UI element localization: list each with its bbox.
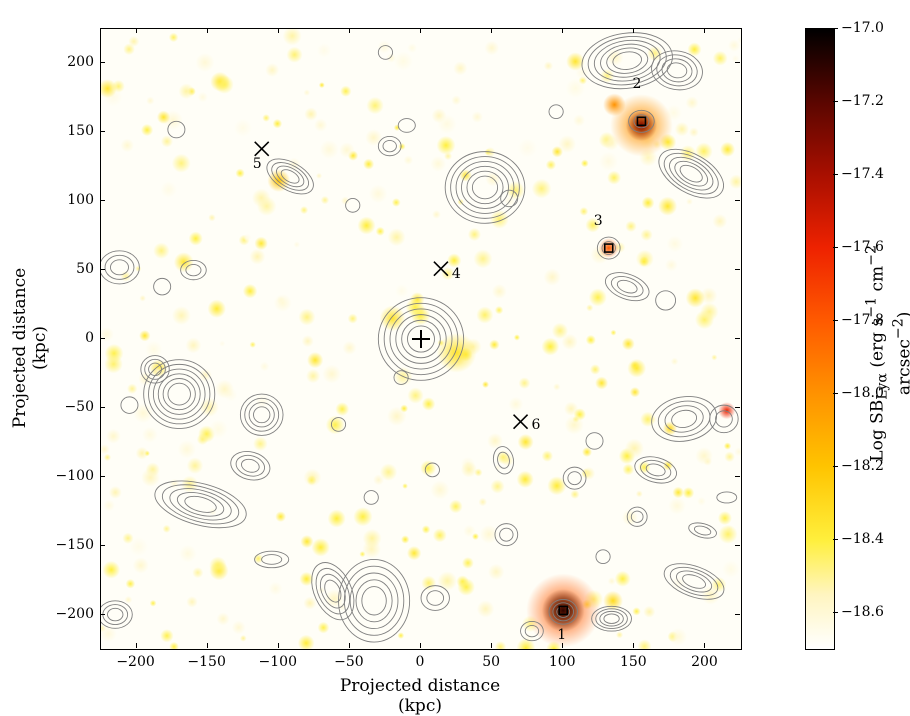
tick: [833, 28, 838, 29]
tick: [278, 643, 279, 648]
tick: [491, 28, 492, 33]
tick-label: 100: [537, 654, 587, 670]
tick: [100, 269, 105, 270]
tick: [735, 545, 740, 546]
tick-label: 0: [395, 654, 445, 670]
marker-label-m5: 5: [253, 156, 262, 172]
tick: [833, 466, 838, 467]
marker-label-m1: 1: [557, 627, 566, 643]
tick-label: 0: [85, 330, 94, 346]
tick-label: −150: [182, 654, 232, 670]
tick: [100, 545, 105, 546]
plot-area: [100, 28, 742, 650]
tick: [491, 643, 492, 648]
tick: [735, 200, 740, 201]
tick-label: −50: [64, 399, 94, 415]
marker-layer: [101, 29, 741, 649]
tick-label: 50: [76, 261, 94, 277]
tick: [704, 643, 705, 648]
tick: [100, 338, 105, 339]
tick-label: −18.0: [841, 385, 884, 401]
tick: [735, 476, 740, 477]
tick-label: 150: [608, 654, 658, 670]
tick: [633, 643, 634, 648]
tick-label: −17.2: [841, 93, 884, 109]
tick: [349, 28, 350, 33]
tick-label: −18.6: [841, 604, 884, 620]
tick: [735, 407, 740, 408]
tick: [562, 28, 563, 33]
tick-label: −200: [56, 606, 94, 622]
tick: [100, 131, 105, 132]
tick: [735, 269, 740, 270]
tick: [100, 614, 105, 615]
tick: [562, 643, 563, 648]
tick-label: −150: [56, 537, 94, 553]
tick: [136, 643, 137, 648]
tick: [735, 614, 740, 615]
tick: [704, 28, 705, 33]
tick: [833, 101, 838, 102]
tick-label: −18.4: [841, 531, 884, 547]
tick: [833, 174, 838, 175]
tick-label: −17.8: [841, 312, 884, 328]
tick: [207, 643, 208, 648]
tick: [278, 28, 279, 33]
tick: [735, 131, 740, 132]
tick: [100, 476, 105, 477]
tick-label: 200: [679, 654, 729, 670]
tick: [207, 28, 208, 33]
tick-label: −18.2: [841, 458, 884, 474]
marker-label-m3: 3: [594, 213, 603, 229]
tick: [420, 643, 421, 648]
tick: [833, 393, 838, 394]
tick-label: −17.4: [841, 166, 884, 182]
tick-label: 200: [67, 54, 94, 70]
tick-label: −200: [111, 654, 161, 670]
tick: [833, 320, 838, 321]
tick: [833, 247, 838, 248]
tick: [100, 407, 105, 408]
tick: [100, 62, 105, 63]
tick: [735, 338, 740, 339]
marker-label-m2: 2: [632, 76, 641, 92]
tick: [349, 643, 350, 648]
tick: [136, 28, 137, 33]
tick-label: 150: [67, 123, 94, 139]
tick-label: −17.6: [841, 239, 884, 255]
figure: Projected distance (kpc) Projected dista…: [0, 0, 910, 697]
tick: [633, 28, 634, 33]
colorbar: [805, 28, 835, 650]
tick: [420, 28, 421, 33]
tick-label: −50: [324, 654, 374, 670]
marker-label-m6: 6: [532, 417, 541, 433]
y-axis-label: Projected distance (kpc): [10, 248, 50, 448]
tick: [833, 612, 838, 613]
tick-label: −100: [56, 468, 94, 484]
tick: [833, 539, 838, 540]
tick: [100, 200, 105, 201]
tick: [735, 62, 740, 63]
x-axis-label: Projected distance (kpc): [320, 676, 520, 716]
tick-label: −17.0: [841, 20, 884, 36]
tick-label: −100: [253, 654, 303, 670]
tick-label: 50: [466, 654, 516, 670]
tick-label: 100: [67, 192, 94, 208]
marker-label-m4: 4: [452, 266, 461, 282]
